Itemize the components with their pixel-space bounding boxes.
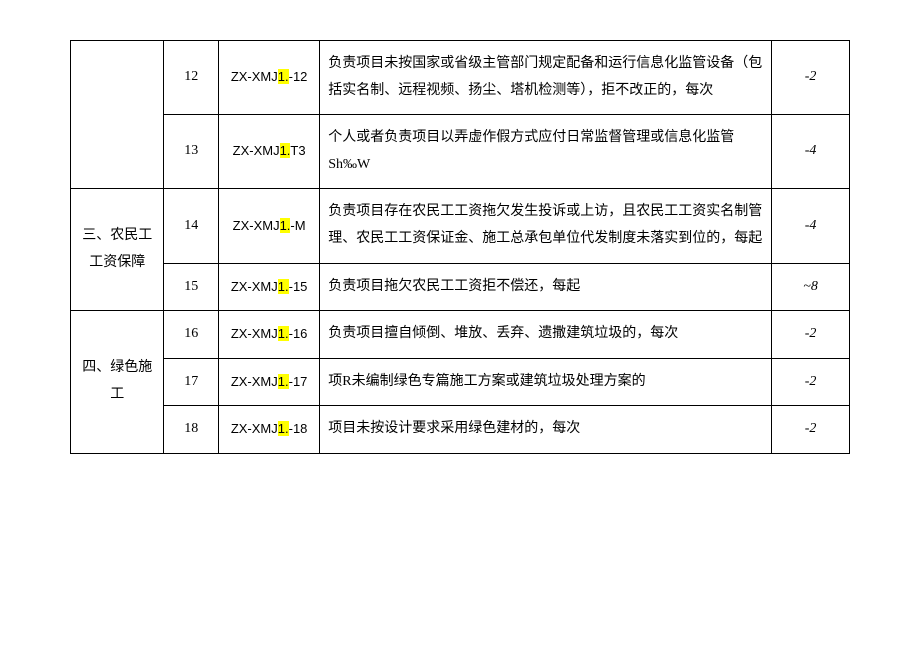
row-index: 15 [164,263,219,311]
row-index: 13 [164,115,219,189]
table-row: 三、农民工工资保障 14 ZX-XMJ1.-M 负责项目存在农民工工资拖欠发生投… [71,189,850,263]
code-prefix: ZX-XMJ [231,374,278,389]
row-score: -2 [772,41,850,115]
row-code: ZX-XMJ1.-17 [218,358,319,406]
code-prefix: ZX-XMJ [231,326,278,341]
category-cell-3: 三、农民工工资保障 [71,189,164,311]
code-prefix: ZX-XMJ [231,69,278,84]
row-code: ZX-XMJ1.T3 [218,115,319,189]
row-desc: 项R未编制绿色专篇施工方案或建筑垃圾处理方案的 [320,358,772,406]
code-prefix: ZX-XMJ [231,421,278,436]
category-cell-continued [71,41,164,189]
row-score: -2 [772,406,850,454]
code-suffix: -15 [289,279,308,294]
table-row: 四、绿色施工 16 ZX-XMJ1.-16 负责项目擅自倾倒、堆放、丢弃、遗撒建… [71,311,850,359]
row-desc: 负责项目未按国家或省级主管部门规定配备和运行信息化监管设备（包括实名制、远程视频… [320,41,772,115]
code-highlight: 1. [278,69,289,84]
row-code: ZX-XMJ1.-15 [218,263,319,311]
code-prefix: ZX-XMJ [233,218,280,233]
code-suffix: -17 [289,374,308,389]
code-prefix: ZX-XMJ [231,279,278,294]
code-suffix: -16 [289,326,308,341]
table-row: 13 ZX-XMJ1.T3 个人或者负责项目以弄虚作假方式应付日常监督管理或信息… [71,115,850,189]
row-code: ZX-XMJ1.-18 [218,406,319,454]
code-highlight: 1. [278,279,289,294]
row-code: ZX-XMJ1.-M [218,189,319,263]
row-score: -4 [772,189,850,263]
row-desc: 负责项目擅自倾倒、堆放、丢弃、遗撒建筑垃圾的，每次 [320,311,772,359]
row-score: -4 [772,115,850,189]
table-row: 18 ZX-XMJ1.-18 项目未按设计要求采用绿色建材的，每次 -2 [71,406,850,454]
code-suffix: T3 [290,143,305,158]
row-index: 12 [164,41,219,115]
code-prefix: ZX-XMJ [233,143,280,158]
table-row: 12 ZX-XMJ1.-12 负责项目未按国家或省级主管部门规定配备和运行信息化… [71,41,850,115]
code-suffix: -M [290,218,305,233]
code-highlight: 1. [280,218,291,233]
code-highlight: 1. [278,374,289,389]
row-score: ~8 [772,263,850,311]
code-highlight: 1. [278,421,289,436]
row-code: ZX-XMJ1.-12 [218,41,319,115]
row-desc: 项目未按设计要求采用绿色建材的，每次 [320,406,772,454]
row-desc: 负责项目存在农民工工资拖欠发生投诉或上访，且农民工工资实名制管理、农民工工资保证… [320,189,772,263]
row-index: 14 [164,189,219,263]
code-suffix: -18 [289,421,308,436]
code-highlight: 1. [280,143,291,158]
table-row: 17 ZX-XMJ1.-17 项R未编制绿色专篇施工方案或建筑垃圾处理方案的 -… [71,358,850,406]
code-highlight: 1. [278,326,289,341]
table-row: 15 ZX-XMJ1.-15 负责项目拖欠农民工工资拒不偿还，每起 ~8 [71,263,850,311]
row-index: 18 [164,406,219,454]
row-index: 16 [164,311,219,359]
regulation-table: 12 ZX-XMJ1.-12 负责项目未按国家或省级主管部门规定配备和运行信息化… [70,40,850,454]
row-desc: 个人或者负责项目以弄虚作假方式应付日常监督管理或信息化监管Sh‰W [320,115,772,189]
category-cell-4: 四、绿色施工 [71,311,164,454]
row-desc: 负责项目拖欠农民工工资拒不偿还，每起 [320,263,772,311]
row-score: -2 [772,311,850,359]
code-suffix: -12 [289,69,308,84]
row-score: -2 [772,358,850,406]
row-code: ZX-XMJ1.-16 [218,311,319,359]
row-index: 17 [164,358,219,406]
